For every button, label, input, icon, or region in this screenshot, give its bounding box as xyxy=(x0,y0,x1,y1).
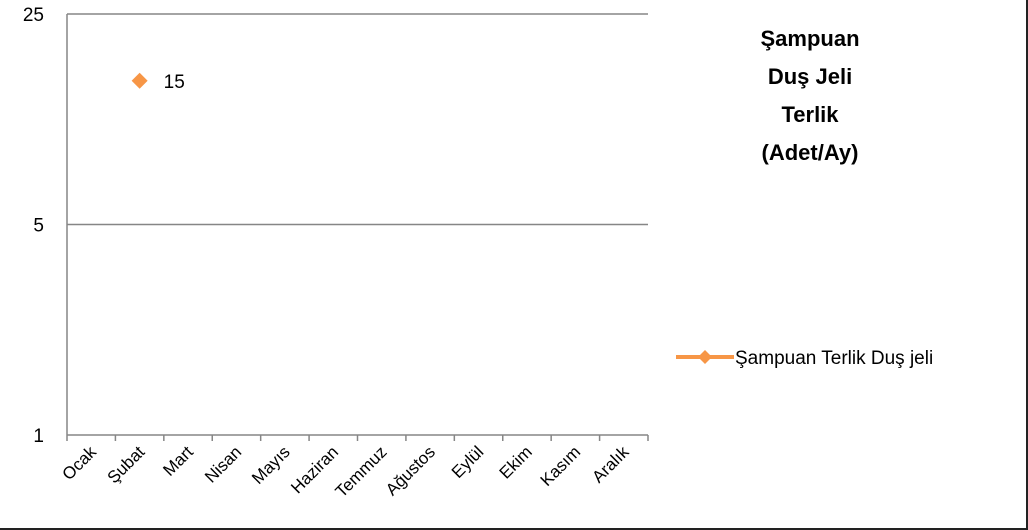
legend-label: Şampuan Terlik Duş jeli xyxy=(735,348,933,369)
x-tick-label-temmuz: Temmuz xyxy=(332,442,391,501)
y-tick-label: 25 xyxy=(23,5,44,26)
x-tick-label-mart: Mart xyxy=(159,442,197,480)
x-tick-label-agustos: Ağustos xyxy=(382,442,439,499)
series-layer: 15 xyxy=(131,72,185,93)
data-point-subat xyxy=(131,72,148,89)
x-tick-label-kasim: Kasım xyxy=(537,442,585,490)
y-tick-label: 5 xyxy=(33,216,44,237)
legend: Şampuan Terlik Duş jeli xyxy=(676,348,933,369)
data-label-subat: 15 xyxy=(164,72,185,93)
x-tick-label-mayis: Mayıs xyxy=(248,442,293,487)
x-tick-labels: Ocak Şubat Mart Nisan MayısHaziranTemmuzAğus… xyxy=(59,442,633,501)
x-tick-label-nisan: Nisan xyxy=(201,442,245,486)
chart-title-line: Terlik xyxy=(781,102,839,127)
x-tick-label-ocak: Ocak xyxy=(59,442,101,484)
chart-title-line: Duş Jeli xyxy=(768,64,852,89)
chart-title: Şampuan Duş Jeli Terlik (Adet/Ay) xyxy=(760,26,859,165)
chart-title-line: (Adet/Ay) xyxy=(762,140,859,165)
x-tick-label-subat: Şubat xyxy=(104,442,149,487)
legend-marker xyxy=(698,350,712,364)
x-tick-label-aralik: Aralık xyxy=(588,442,633,487)
gridlines xyxy=(67,13,648,436)
chart-title-line: Şampuan xyxy=(760,26,859,51)
x-tick-marks xyxy=(66,435,649,441)
x-tick-label-eylul: Eylül xyxy=(448,442,487,481)
x-tick-label-ekim: Ekim xyxy=(496,442,536,482)
y-tick-label: 1 xyxy=(33,426,44,447)
